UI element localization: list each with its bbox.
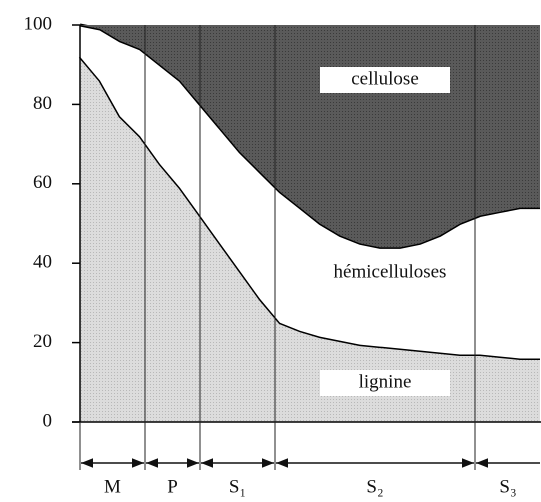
layer-label: M — [104, 476, 121, 497]
series-label: lignine — [359, 371, 412, 392]
layer-label: S₃ — [499, 476, 516, 497]
layer-label: S₁ — [229, 476, 246, 497]
area — [80, 56, 540, 422]
y-tick-label: 60 — [33, 172, 52, 193]
areas — [78, 23, 540, 422]
y-tick-label: 80 — [33, 93, 52, 114]
y-tick-label: 20 — [33, 331, 52, 352]
label-box — [320, 67, 450, 93]
label-box — [320, 370, 450, 396]
overlay: 0 20 40 60 80 100 M P S₁ S₂ S₃ lignine hémicellulose… — [24, 13, 541, 497]
series-label: hémicelluloses — [334, 261, 447, 282]
series-label: cellulose — [351, 68, 419, 89]
y-tick-label: 40 — [33, 252, 52, 273]
area — [80, 25, 540, 359]
layer-label: P — [167, 476, 178, 497]
layer-label: S₂ — [366, 476, 383, 497]
y-tick-label: 100 — [24, 13, 53, 34]
y-tick-label: 0 — [43, 410, 53, 431]
